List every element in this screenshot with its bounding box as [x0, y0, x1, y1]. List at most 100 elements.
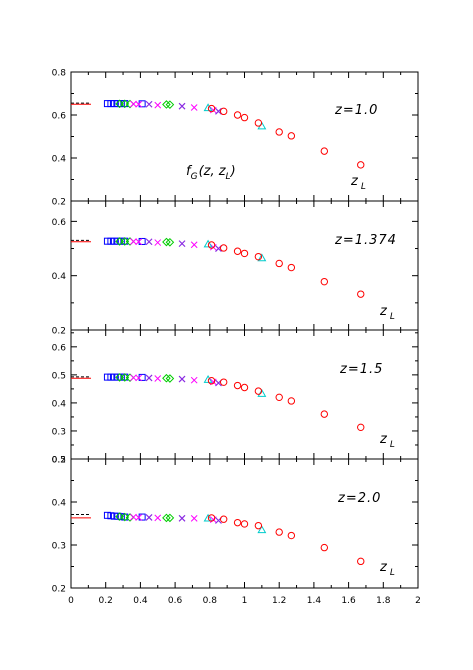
data-point-times [209, 243, 217, 251]
data-point-diamond [120, 512, 130, 522]
data-point-cross [178, 375, 186, 383]
data-point-circle [254, 387, 263, 395]
data-point-circle [207, 104, 216, 113]
data-point-circle [233, 247, 242, 255]
x-tick-label: 0.6 [168, 596, 183, 606]
x-tick-label: 0.8 [203, 596, 218, 606]
data-point-circle [254, 119, 263, 127]
data-point-times [135, 374, 143, 382]
data-point-circle [287, 397, 296, 405]
data-point-cross [178, 102, 186, 110]
data-point-times [190, 104, 198, 111]
panel-label: z=2.0 [337, 491, 381, 506]
data-point-circle [254, 521, 263, 530]
y-tick-label: 0.2 [52, 327, 66, 337]
data-point-circle [233, 381, 242, 390]
data-point-circle [287, 263, 296, 272]
y-tick-label: 0.4 [52, 272, 67, 282]
data-point-times [154, 514, 162, 522]
data-point-circle [207, 241, 216, 249]
data-point-triangle [257, 525, 267, 534]
data-point-times [190, 241, 198, 249]
data-point-triangle [257, 389, 267, 397]
data-point-cross [145, 514, 153, 521]
data-point-cross [145, 374, 153, 382]
data-point-circle [357, 557, 365, 566]
data-point-times [209, 516, 217, 523]
data-point-cross [145, 100, 153, 108]
function-label: fG(z, zL) [186, 164, 236, 182]
data-point-circle [287, 531, 296, 540]
data-point-circle [320, 147, 329, 155]
y-tick-label: 0.8 [52, 69, 67, 79]
y-tick-label: 0.4 [52, 499, 67, 509]
panel-frame-1 [70, 71, 419, 202]
data-point-times [190, 514, 198, 522]
data-point-times [130, 100, 137, 108]
y-tick-label: 0.2 [52, 198, 66, 208]
data-point-diamond [165, 374, 175, 383]
x-tick-label: 1.6 [341, 596, 356, 606]
data-point-diamond [165, 237, 175, 247]
data-point-cross [178, 240, 186, 248]
data-point-times [190, 376, 198, 384]
data-point-times [130, 513, 137, 521]
data-point-circle [275, 128, 283, 136]
data-point-diamond [115, 512, 124, 521]
data-point-circle [219, 378, 228, 386]
data-point-triangle [203, 513, 213, 522]
x-tick-label: 0.2 [99, 596, 113, 606]
y-tick-label: 0.3 [52, 427, 66, 437]
x-tick-label: 1.8 [376, 596, 391, 606]
data-point-circle [240, 520, 249, 528]
data-point-times [130, 374, 137, 382]
data-point-circle [357, 161, 365, 169]
data-point-circle [219, 244, 228, 252]
data-point-circle [275, 393, 283, 402]
data-point-circle [219, 515, 228, 523]
y-tick-label: 0.4 [52, 399, 67, 409]
data-point-circle [207, 377, 216, 385]
panel-label: z=1.374 [334, 233, 397, 248]
data-point-diamond [162, 237, 171, 247]
data-point-diamond [162, 373, 171, 383]
data-point-times [130, 238, 137, 245]
data-point-circle [320, 277, 329, 286]
data-point-circle [357, 423, 365, 432]
data-point-circle [240, 249, 249, 258]
data-point-circle [240, 113, 249, 122]
data-point-circle [254, 252, 263, 261]
data-point-diamond [162, 100, 171, 109]
data-point-triangle [203, 239, 213, 248]
x-tick-label: 0.4 [133, 596, 148, 606]
y-tick-label: 0.6 [52, 343, 67, 353]
data-point-cross [178, 514, 186, 522]
data-point-times [135, 100, 143, 108]
x-tick-label: 1 [242, 596, 248, 606]
data-point-circle [240, 383, 249, 392]
panel-label: z=1.0 [334, 103, 378, 118]
panel-frame-2 [70, 200, 419, 331]
data-point-circle [320, 543, 329, 552]
data-point-diamond [165, 513, 175, 523]
data-point-circle [233, 518, 242, 527]
data-point-times [135, 514, 143, 521]
y-tick-label: 0.2 [52, 585, 66, 595]
panel-frame-4 [70, 458, 419, 589]
data-point-diamond [165, 100, 175, 109]
data-point-triangle [257, 253, 267, 262]
data-point-times [154, 375, 162, 382]
y-tick-label: 0.6 [52, 218, 67, 228]
y-tick-label: 0.6 [52, 112, 67, 122]
data-point-triangle [203, 375, 213, 383]
y-tick-label: 0.3 [52, 542, 66, 552]
data-point-triangle [203, 103, 213, 112]
data-point-circle [233, 111, 242, 119]
panel-frame-3 [70, 329, 419, 460]
x-tick-label: 0 [68, 596, 74, 606]
y-tick-label: 0.5 [52, 371, 66, 381]
